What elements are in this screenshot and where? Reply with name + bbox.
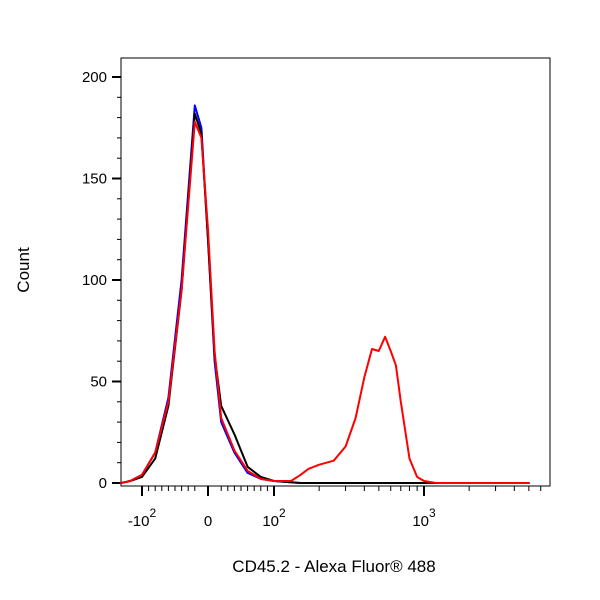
x-axis: -102 0 102 103 bbox=[128, 486, 436, 530]
y-tick-label: 0 bbox=[99, 475, 107, 492]
y-tick-label: 150 bbox=[82, 171, 107, 188]
y-axis: 0 50 100 150 200 bbox=[82, 69, 121, 492]
x-axis-label: CD45.2 - Alexa Fluor® 488 bbox=[232, 557, 435, 576]
plot-frame bbox=[120, 57, 551, 487]
x-tick-label: 102 bbox=[262, 506, 286, 530]
y-tick-label: 200 bbox=[82, 69, 107, 86]
series-group bbox=[120, 104, 530, 484]
x-tick-label: -102 bbox=[128, 506, 157, 530]
y-axis-label: Count bbox=[14, 247, 33, 293]
x-tick-label: 103 bbox=[412, 506, 436, 530]
x-tick-label: 0 bbox=[204, 513, 212, 530]
y-tick-label: 100 bbox=[82, 272, 107, 289]
series-line-3 bbox=[120, 120, 530, 484]
y-tick-label: 50 bbox=[90, 374, 107, 391]
